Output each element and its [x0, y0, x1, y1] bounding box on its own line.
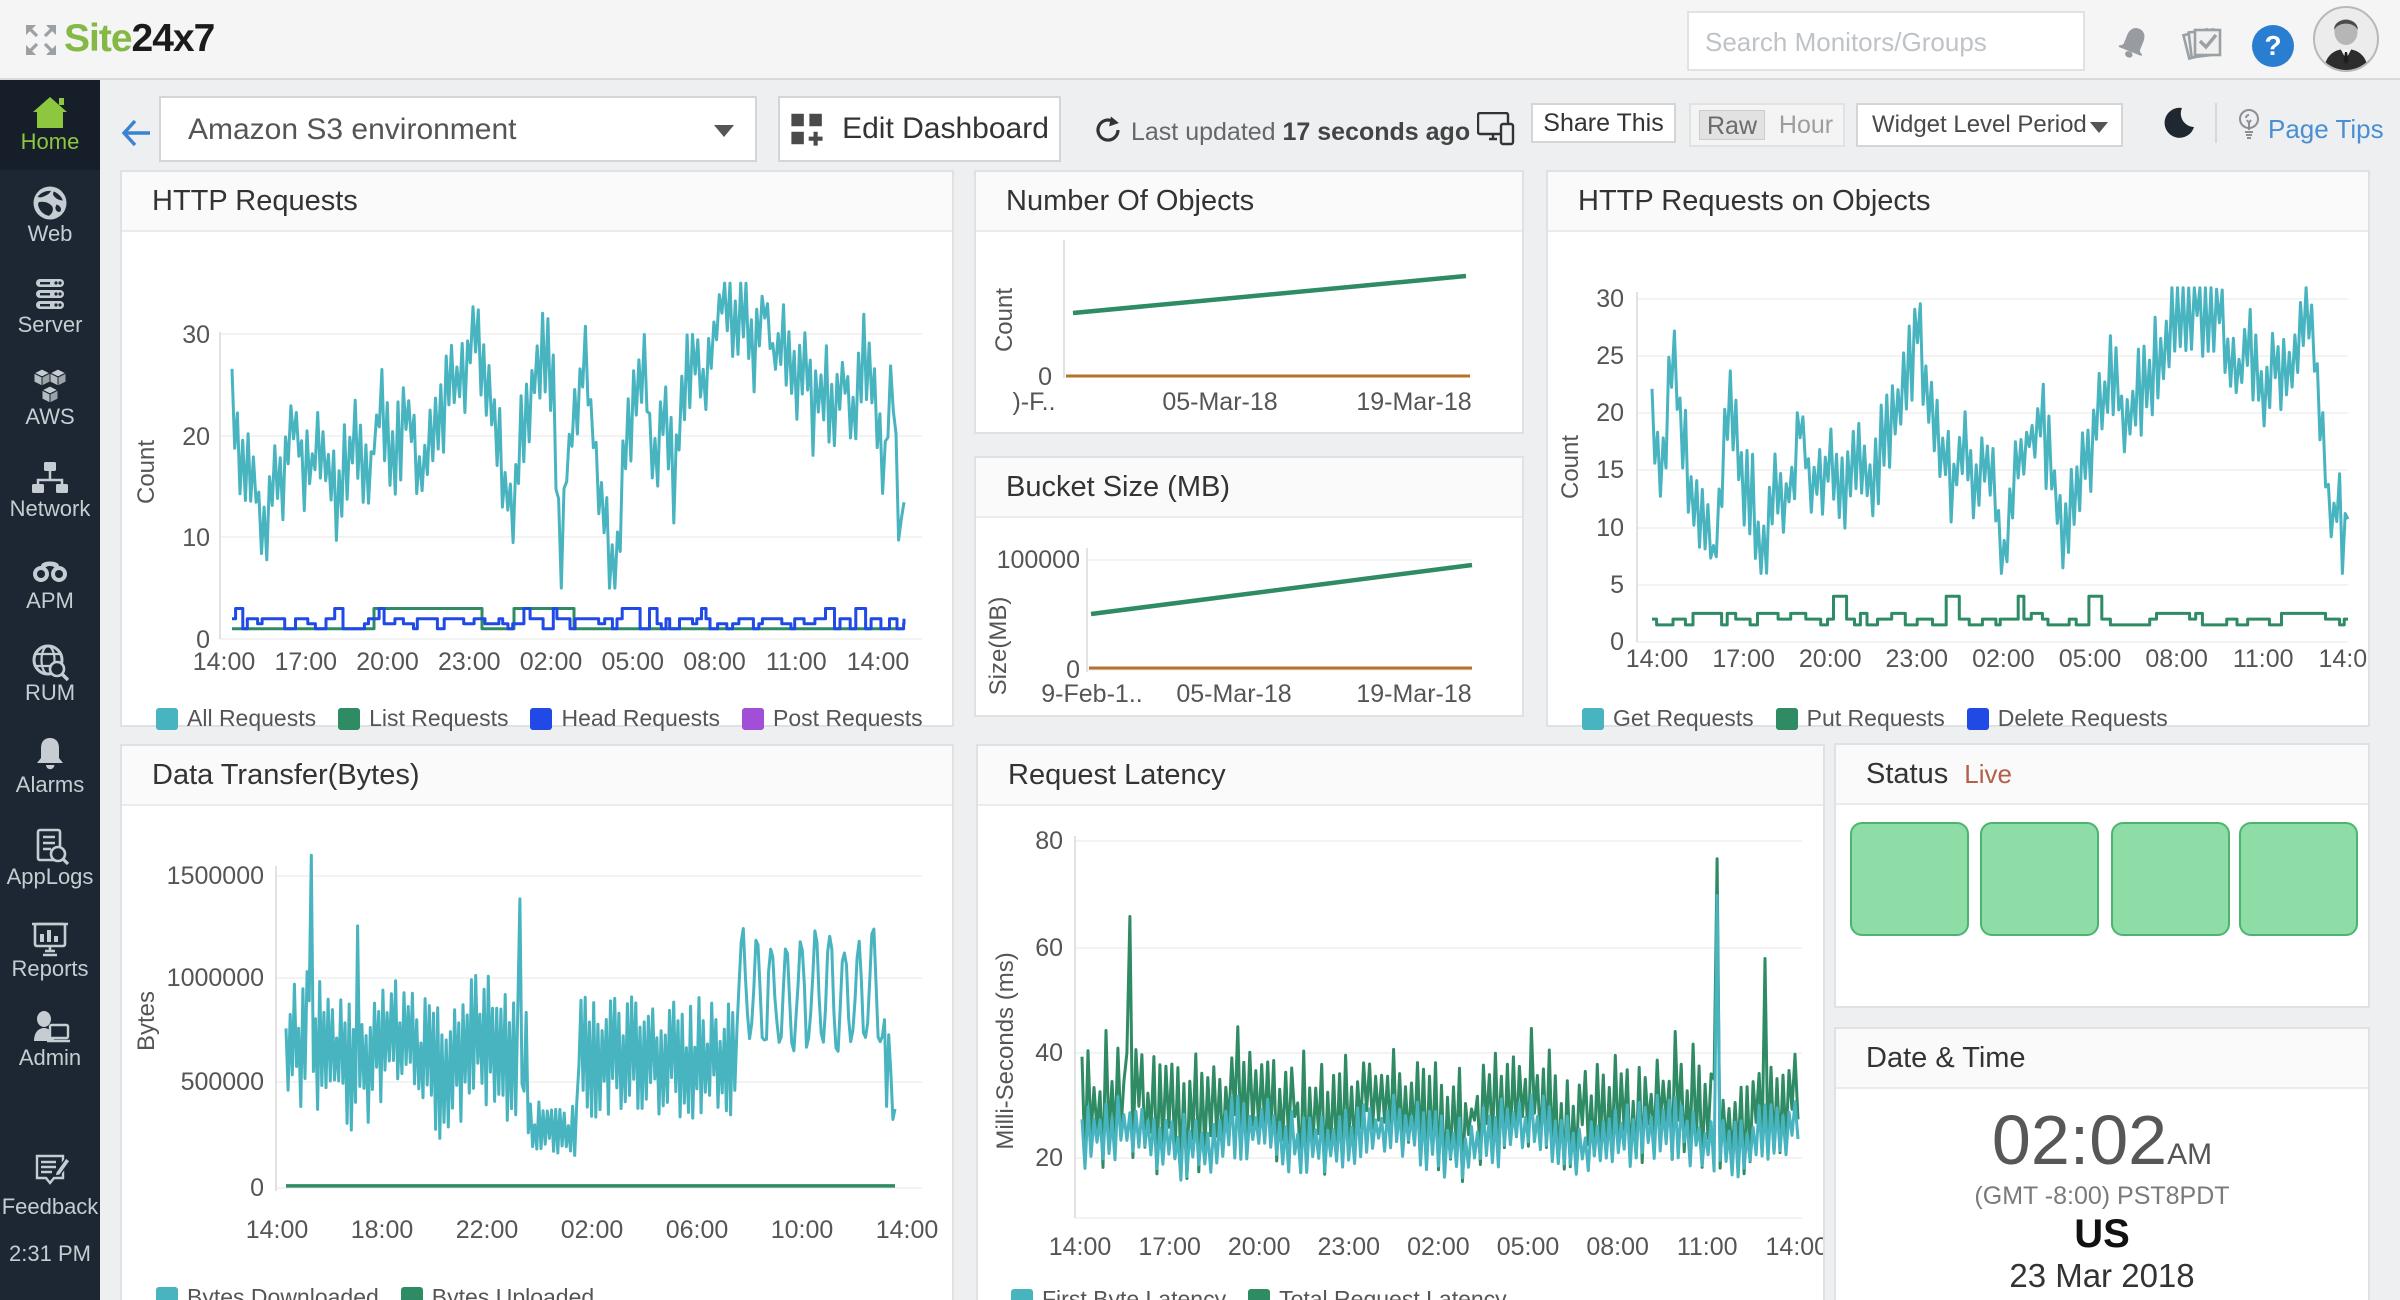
svg-text:20:00: 20:00: [1228, 1233, 1291, 1261]
svg-text:02:00: 02:00: [561, 1216, 624, 1244]
svg-text:500000: 500000: [181, 1068, 264, 1096]
svg-text:02:00: 02:00: [1407, 1233, 1470, 1261]
svg-text:05:00: 05:00: [2059, 645, 2122, 673]
svg-text:40: 40: [1035, 1039, 1063, 1067]
svg-text:80: 80: [1035, 827, 1063, 855]
svg-text:06:00: 06:00: [666, 1216, 729, 1244]
svg-text:14:00: 14:00: [1626, 645, 1689, 673]
svg-text:Count: Count: [133, 440, 160, 504]
svg-text:30: 30: [1596, 285, 1624, 313]
svg-text:100000: 100000: [997, 546, 1080, 574]
svg-text:14:00: 14:00: [876, 1216, 939, 1244]
svg-text:25: 25: [1596, 342, 1624, 370]
svg-text:23:00: 23:00: [1886, 645, 1949, 673]
svg-text:17:00: 17:00: [1712, 645, 1775, 673]
svg-text:11:00: 11:00: [2233, 645, 2294, 673]
svg-text:Bytes: Bytes: [133, 991, 160, 1051]
svg-text:22:00: 22:00: [456, 1216, 519, 1244]
svg-text:14:00: 14:00: [1049, 1233, 1112, 1261]
svg-text:11:00: 11:00: [766, 648, 827, 676]
svg-text:1500000: 1500000: [167, 862, 264, 890]
svg-text:02:00: 02:00: [520, 648, 583, 676]
svg-text:10: 10: [1596, 514, 1624, 542]
svg-text:08:00: 08:00: [2145, 645, 2208, 673]
svg-text:05:00: 05:00: [1497, 1233, 1560, 1261]
svg-text:17:00: 17:00: [1138, 1233, 1201, 1261]
svg-text:05:00: 05:00: [601, 648, 664, 676]
svg-text:9-Feb-1..: 9-Feb-1..: [1041, 680, 1142, 708]
svg-text:0: 0: [196, 626, 210, 654]
svg-text:08:00: 08:00: [683, 648, 746, 676]
svg-text:19-Mar-18: 19-Mar-18: [1356, 388, 1471, 416]
svg-text:1000000: 1000000: [167, 964, 264, 992]
svg-text:20: 20: [182, 423, 210, 451]
svg-text:23:00: 23:00: [1318, 1233, 1381, 1261]
svg-text:15: 15: [1596, 456, 1624, 484]
svg-text:11:00: 11:00: [1677, 1233, 1738, 1261]
svg-text:20:00: 20:00: [1799, 645, 1862, 673]
svg-text:5: 5: [1610, 571, 1624, 599]
svg-text:20: 20: [1596, 399, 1624, 427]
svg-text:Count: Count: [1557, 435, 1584, 499]
svg-text:05-Mar-18: 05-Mar-18: [1176, 680, 1291, 708]
svg-text:60: 60: [1035, 934, 1063, 962]
svg-text:14:00: 14:00: [1766, 1233, 1823, 1261]
svg-text:20: 20: [1035, 1144, 1063, 1172]
svg-text:23:00: 23:00: [438, 648, 501, 676]
svg-text:17:00: 17:00: [274, 648, 337, 676]
svg-text:)-F..: )-F..: [1012, 388, 1055, 416]
svg-text:30: 30: [182, 321, 210, 349]
svg-text:14:00: 14:00: [847, 648, 910, 676]
svg-text:18:00: 18:00: [351, 1216, 414, 1244]
svg-text:14:00: 14:00: [193, 648, 256, 676]
svg-text:0: 0: [1610, 628, 1624, 656]
svg-text:Size(MB): Size(MB): [985, 597, 1012, 696]
svg-text:0: 0: [250, 1174, 264, 1202]
svg-text:14:00: 14:00: [246, 1216, 309, 1244]
svg-text:20:00: 20:00: [356, 648, 419, 676]
svg-text:0: 0: [1038, 363, 1052, 391]
svg-text:Count: Count: [991, 288, 1018, 352]
svg-text:19-Mar-18: 19-Mar-18: [1356, 680, 1471, 708]
svg-text:14:00: 14:00: [2319, 645, 2368, 673]
svg-text:0: 0: [1066, 656, 1080, 684]
svg-text:10:00: 10:00: [771, 1216, 834, 1244]
svg-text:Milli-Seconds (ms): Milli-Seconds (ms): [992, 952, 1019, 1149]
svg-text:10: 10: [182, 524, 210, 552]
svg-text:05-Mar-18: 05-Mar-18: [1162, 388, 1277, 416]
svg-text:02:00: 02:00: [1972, 645, 2035, 673]
svg-text:08:00: 08:00: [1586, 1233, 1649, 1261]
